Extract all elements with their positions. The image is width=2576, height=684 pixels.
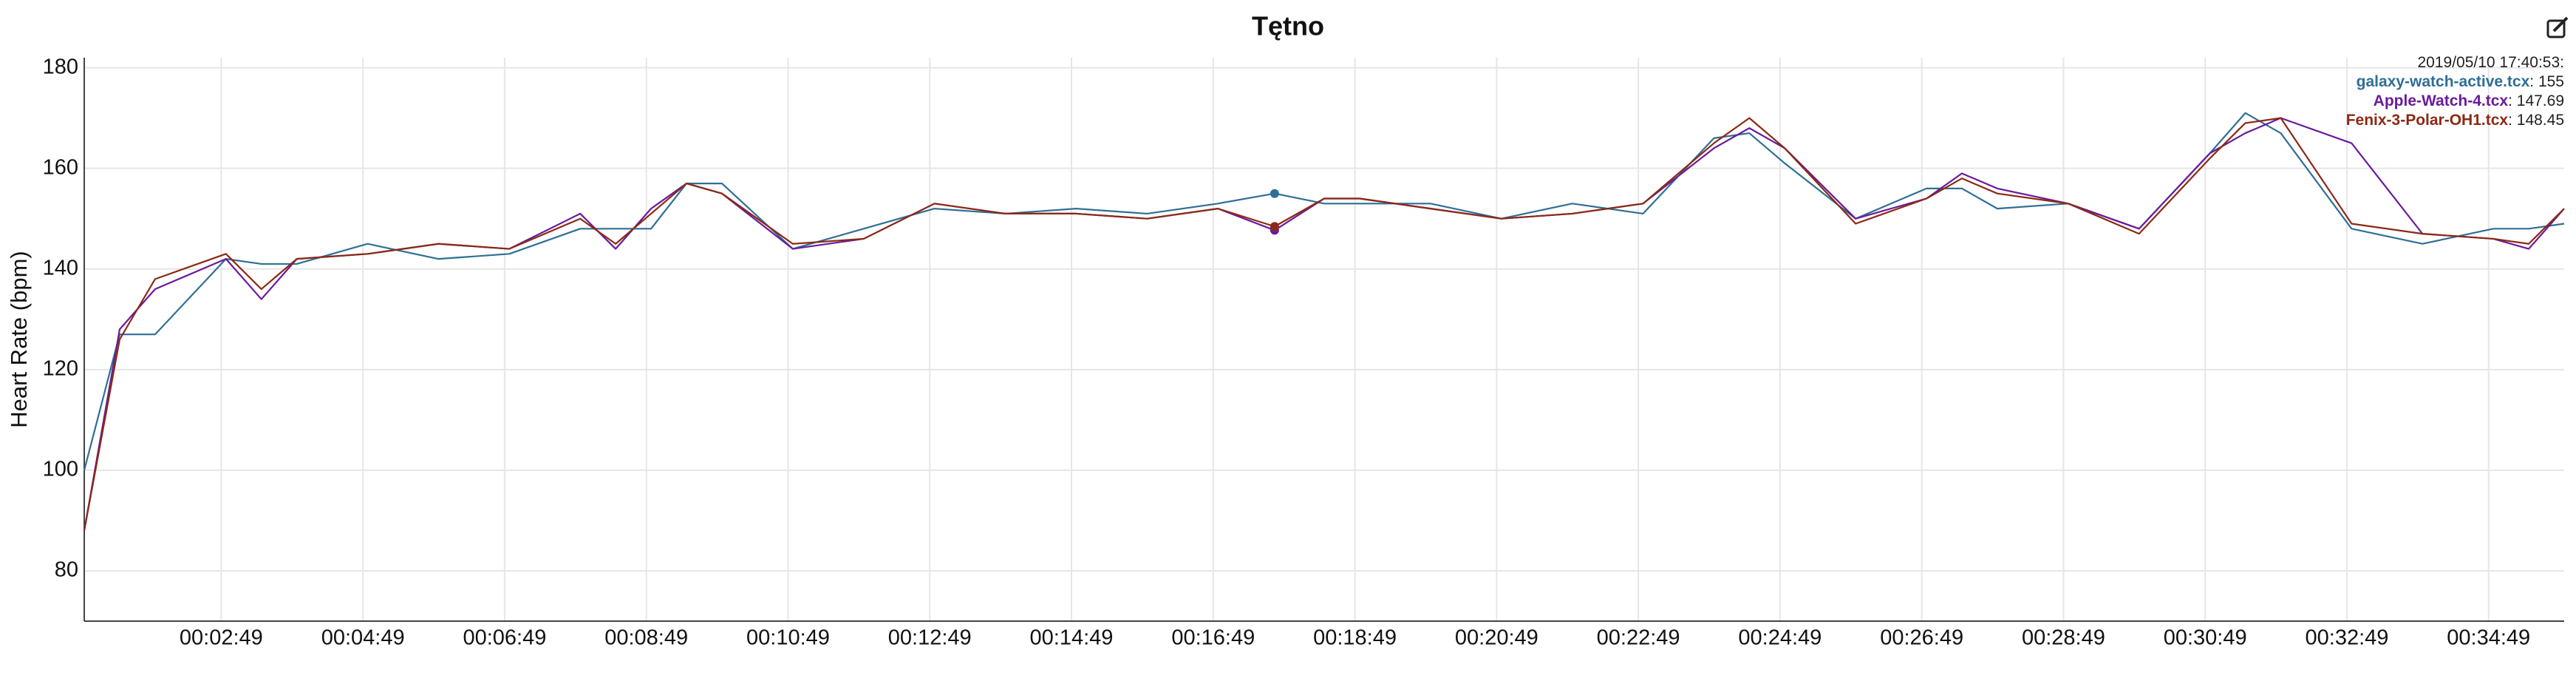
y-tick-label: 80 [55, 558, 78, 582]
x-tick-label: 00:24:49 [1738, 626, 1822, 650]
x-tick-label: 00:32:49 [2306, 626, 2389, 650]
x-tick-label: 00:34:49 [2447, 626, 2530, 650]
edit-icon[interactable] [2546, 16, 2569, 38]
legend-value: 147.69 [2516, 92, 2564, 109]
x-tick-label: 00:16:49 [1171, 626, 1255, 650]
legend-value: 148.45 [2516, 112, 2564, 129]
y-tick-label: 180 [43, 55, 78, 78]
series-line [83, 117, 2565, 531]
legend: 2019/05/10 17:40:53: galaxy-watch-active… [2346, 53, 2564, 130]
x-tick-label: 00:08:49 [604, 626, 688, 650]
x-tick-label: 00:26:49 [1880, 626, 1963, 650]
legend-entry: Apple-Watch-4.tcx147.69 [2346, 92, 2564, 111]
x-tick-label: 00:12:49 [888, 626, 972, 650]
x-tick-label: 00:22:49 [1597, 626, 1680, 650]
legend-name: Apple-Watch-4.tcx [2374, 92, 2517, 109]
series-line [83, 117, 2565, 531]
x-tick-label: 00:30:49 [2164, 626, 2247, 650]
y-tick-label: 160 [43, 155, 78, 179]
legend-value: 155 [2538, 73, 2564, 90]
hover-point [1270, 222, 1279, 231]
x-tick-label: 00:10:49 [746, 626, 830, 650]
x-tick-label: 00:06:49 [463, 626, 546, 650]
x-tick-label: 00:14:49 [1030, 626, 1114, 650]
legend-entry: galaxy-watch-active.tcx155 [2346, 72, 2564, 92]
hover-time: 2019/05/10 17:40:53: [2417, 54, 2564, 71]
legend-name: Fenix-3-Polar-OH1.tcx [2346, 112, 2517, 129]
x-tick-label: 00:20:49 [1455, 626, 1539, 650]
y-tick-label: 120 [43, 356, 78, 380]
x-tick-label: 00:18:49 [1313, 626, 1397, 650]
series-line [83, 112, 2565, 471]
y-tick-label: 140 [43, 256, 78, 280]
legend-entry: Fenix-3-Polar-OH1.tcx148.45 [2346, 111, 2564, 130]
x-tick-label: 00:04:49 [321, 626, 405, 650]
hover-point [1270, 189, 1279, 198]
legend-name: galaxy-watch-active.tcx [2357, 73, 2538, 90]
chart-title: Tętno [1252, 11, 1324, 41]
y-axis-label: Heart Rate (bpm) [6, 251, 32, 427]
y-tick-label: 100 [43, 458, 78, 481]
x-tick-label: 00:28:49 [2022, 626, 2105, 650]
x-tick-label: 00:02:49 [180, 626, 263, 650]
